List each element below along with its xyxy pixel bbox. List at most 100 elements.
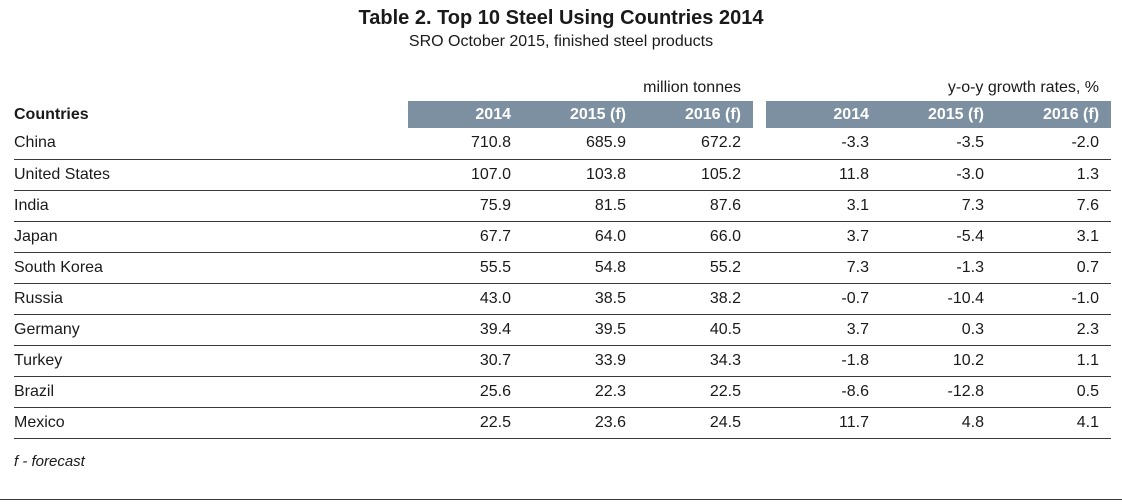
- table-row: China 710.8 685.9 672.2 -3.3 -3.5 -2.0: [14, 128, 1112, 160]
- column-gap-cell: [753, 159, 766, 191]
- country-cell: South Korea: [14, 252, 408, 284]
- value-cell: 4.8: [881, 407, 996, 439]
- group-label-growth-rates: y-o-y growth rates, %: [947, 79, 1100, 96]
- header-tonnes-2015f: 2015 (f): [523, 101, 638, 128]
- value-cell: 105.2: [638, 159, 753, 191]
- table-row: Russia 43.0 38.5 38.2 -0.7 -10.4 -1.0: [14, 283, 1112, 315]
- table-title: Table 2. Top 10 Steel Using Countries 20…: [358, 7, 764, 29]
- country-cell: Russia: [14, 283, 408, 315]
- country-cell: Brazil: [14, 376, 408, 408]
- column-gap-cell: [753, 221, 766, 253]
- value-cell: 30.7: [408, 345, 523, 377]
- value-cell: 64.0: [523, 221, 638, 253]
- value-cell: 22.5: [408, 407, 523, 439]
- value-cell: -3.3: [766, 128, 881, 160]
- group-gap: [753, 79, 766, 101]
- value-cell: 7.3: [766, 252, 881, 284]
- table-row: Germany 39.4 39.5 40.5 3.7 0.3 2.3: [14, 314, 1112, 346]
- column-gap-cell: [753, 345, 766, 377]
- value-cell: 34.3: [638, 345, 753, 377]
- value-cell: 55.2: [638, 252, 753, 284]
- value-cell: 87.6: [638, 190, 753, 222]
- value-cell: -3.0: [881, 159, 996, 191]
- country-cell: Japan: [14, 221, 408, 253]
- value-cell: -1.0: [996, 283, 1112, 315]
- value-cell: 107.0: [408, 159, 523, 191]
- value-cell: 22.3: [523, 376, 638, 408]
- value-cell: 0.3: [881, 314, 996, 346]
- column-gap-cell: [753, 283, 766, 315]
- country-cell: United States: [14, 159, 408, 191]
- value-cell: 22.5: [638, 376, 753, 408]
- table-row: Turkey 30.7 33.9 34.3 -1.8 10.2 1.1: [14, 345, 1112, 377]
- value-cell: 1.1: [996, 345, 1112, 377]
- table-row: United States 107.0 103.8 105.2 11.8 -3.0 1.3: [14, 159, 1112, 191]
- country-cell: India: [14, 190, 408, 222]
- header-growth-2016f: 2016 (f): [996, 101, 1112, 128]
- column-gap-cell: [753, 407, 766, 439]
- value-cell: 10.2: [881, 345, 996, 377]
- value-cell: 39.4: [408, 314, 523, 346]
- country-cell: Germany: [14, 314, 408, 346]
- table-body: China 710.8 685.9 672.2 -3.3 -3.5 -2.0 United S…: [14, 128, 1112, 439]
- value-cell: 23.6: [523, 407, 638, 439]
- value-cell: 43.0: [408, 283, 523, 315]
- value-cell: 103.8: [523, 159, 638, 191]
- country-cell: China: [14, 128, 408, 160]
- country-cell: Mexico: [14, 407, 408, 439]
- value-cell: 0.7: [996, 252, 1112, 284]
- value-cell: 3.7: [766, 314, 881, 346]
- value-cell: -10.4: [881, 283, 996, 315]
- column-gap-cell: [753, 128, 766, 160]
- country-cell: Turkey: [14, 345, 408, 377]
- column-header-row: Countries 2014 2015 (f) 2016 (f) 2014 20…: [14, 101, 1112, 128]
- value-cell: 25.6: [408, 376, 523, 408]
- value-cell: 7.3: [881, 190, 996, 222]
- header-growth-2014: 2014: [766, 101, 881, 128]
- header-growth-2015f: 2015 (f): [881, 101, 996, 128]
- value-cell: 710.8: [408, 128, 523, 160]
- value-cell: 75.9: [408, 190, 523, 222]
- table-row: India 75.9 81.5 87.6 3.1 7.3 7.6: [14, 190, 1112, 222]
- value-cell: 33.9: [523, 345, 638, 377]
- header-tonnes-2016f: 2016 (f): [638, 101, 753, 128]
- value-cell: -12.8: [881, 376, 996, 408]
- value-cell: 39.5: [523, 314, 638, 346]
- value-cell: -1.8: [766, 345, 881, 377]
- value-cell: 0.5: [996, 376, 1112, 408]
- column-gap-cell: [753, 190, 766, 222]
- value-cell: 11.7: [766, 407, 881, 439]
- value-cell: 54.8: [523, 252, 638, 284]
- group-label-spacer: [14, 79, 408, 101]
- value-cell: 3.1: [766, 190, 881, 222]
- value-cell: -5.4: [881, 221, 996, 253]
- value-cell: 672.2: [638, 128, 753, 160]
- value-cell: 81.5: [523, 190, 638, 222]
- value-cell: -0.7: [766, 283, 881, 315]
- table-row: Japan 67.7 64.0 66.0 3.7 -5.4 3.1: [14, 221, 1112, 253]
- table-row: South Korea 55.5 54.8 55.2 7.3 -1.3 0.7: [14, 252, 1112, 284]
- value-cell: -8.6: [766, 376, 881, 408]
- value-cell: 55.5: [408, 252, 523, 284]
- value-cell: 38.2: [638, 283, 753, 315]
- value-cell: 7.6: [996, 190, 1112, 222]
- header-gap: [753, 101, 766, 128]
- value-cell: 66.0: [638, 221, 753, 253]
- value-cell: 685.9: [523, 128, 638, 160]
- value-cell: 1.3: [996, 159, 1112, 191]
- table-row: Mexico 22.5 23.6 24.5 11.7 4.8 4.1: [14, 407, 1112, 439]
- table-row: Brazil 25.6 22.3 22.5 -8.6 -12.8 0.5: [14, 376, 1112, 408]
- group-label-row: million tonnes y-o-y growth rates, %: [14, 79, 1111, 101]
- bottom-rule: [0, 499, 1122, 500]
- group-label-million-tonnes: million tonnes: [643, 79, 741, 96]
- value-cell: -3.5: [881, 128, 996, 160]
- value-cell: -1.3: [881, 252, 996, 284]
- value-cell: 11.8: [766, 159, 881, 191]
- countries-column-header: Countries: [14, 101, 408, 128]
- column-gap-cell: [753, 252, 766, 284]
- header-tonnes-2014: 2014: [408, 101, 523, 128]
- column-gap-cell: [753, 376, 766, 408]
- table-subtitle: SRO October 2015, finished steel product…: [408, 33, 714, 50]
- value-cell: 40.5: [638, 314, 753, 346]
